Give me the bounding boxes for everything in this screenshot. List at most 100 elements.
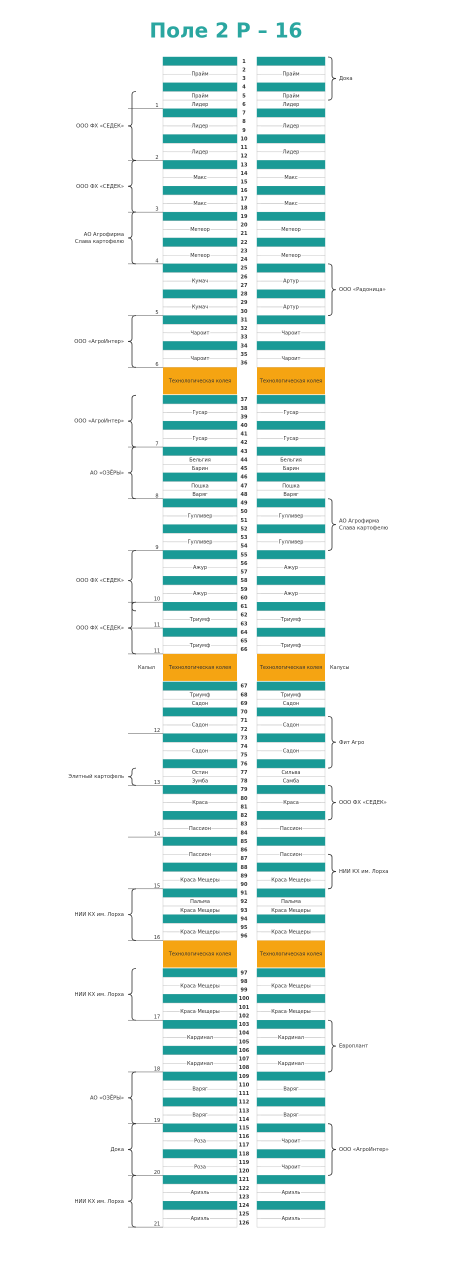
group-label: НИИ КХ им. Лорха xyxy=(75,912,124,918)
row-number: 49 xyxy=(241,501,248,507)
variety-label: Варяг xyxy=(192,1113,208,1119)
row-number: 11 xyxy=(241,145,248,151)
teal-row xyxy=(256,550,326,560)
track-label: Технологическая колея xyxy=(168,665,231,671)
variety-label: Кумач xyxy=(192,279,208,285)
row-number: 39 xyxy=(241,414,248,420)
variety-label: Варяг xyxy=(283,1113,299,1119)
row-number: 17 xyxy=(241,197,248,203)
variety-label: Триумф xyxy=(280,692,301,698)
teal-row xyxy=(162,811,238,821)
row-number: 90 xyxy=(241,882,248,888)
group-label: ООО ФХ «СЕДЕК» xyxy=(76,578,124,584)
variety-label: Метеор xyxy=(190,253,210,259)
bracket xyxy=(327,1123,337,1176)
bracket xyxy=(127,968,137,1021)
teal-row xyxy=(162,1071,238,1081)
teal-row xyxy=(162,733,238,743)
row-number: 83 xyxy=(241,822,248,828)
variety-label: Остин xyxy=(192,770,208,776)
teal-row xyxy=(256,56,326,66)
teal-row xyxy=(256,237,326,247)
variety-label: Артур xyxy=(283,304,299,310)
teal-row xyxy=(256,785,326,795)
variety-label: Метеор xyxy=(281,253,301,259)
variety-label: Пальма xyxy=(281,899,301,905)
variety-label: Лидер xyxy=(283,149,300,155)
teal-row xyxy=(256,341,326,351)
row-number: 123 xyxy=(239,1194,250,1200)
bracket xyxy=(127,160,137,213)
teal-row xyxy=(256,1045,326,1055)
group-label: Слава картофелю xyxy=(339,526,389,532)
teal-row xyxy=(256,1020,326,1030)
teal-row xyxy=(162,1201,238,1211)
variety-label: Пошка xyxy=(282,483,299,489)
group-label: ООО «АгроИнтер» xyxy=(74,339,124,345)
row-number: 28 xyxy=(241,292,248,298)
teal-row xyxy=(162,785,238,795)
variety-label: Гулливер xyxy=(279,514,304,520)
block-number: 19 xyxy=(154,1118,160,1124)
teal-row xyxy=(162,315,238,325)
row-number: 102 xyxy=(239,1013,250,1019)
teal-row xyxy=(162,1175,238,1185)
row-number: 45 xyxy=(241,466,248,472)
row-number: 34 xyxy=(241,343,248,349)
variety-label: Краса xyxy=(192,800,208,806)
variety-label: Самба xyxy=(283,779,299,785)
bracket xyxy=(127,91,137,161)
teal-row xyxy=(162,56,238,66)
variety-label: Садон xyxy=(283,748,299,754)
row-number: 73 xyxy=(241,735,248,741)
variety-label: Макс xyxy=(284,175,297,181)
teal-row xyxy=(162,82,238,92)
variety-label: Ажур xyxy=(193,565,207,571)
row-number: 55 xyxy=(241,552,248,558)
variety-label: Гулливер xyxy=(188,514,213,520)
row-number: 33 xyxy=(241,335,248,341)
row-number: 64 xyxy=(241,630,248,636)
bracket xyxy=(127,550,137,612)
variety-label: Краса Мещеры xyxy=(180,878,220,884)
variety-label: Гусар xyxy=(284,436,299,442)
teal-row xyxy=(256,1175,326,1185)
track xyxy=(163,653,237,681)
teal-row xyxy=(256,1097,326,1107)
row-number: 44 xyxy=(241,457,248,463)
teal-row xyxy=(162,627,238,637)
teal-row xyxy=(162,1149,238,1159)
row-number: 88 xyxy=(241,865,248,871)
group-label: ООО «АгроИнтер» xyxy=(74,419,124,425)
row-number: 110 xyxy=(239,1082,250,1088)
row-number: 16 xyxy=(241,188,248,194)
group-label: НИИ КХ им. Лорха xyxy=(75,992,124,998)
row-number: 53 xyxy=(241,535,248,541)
block-number: 14 xyxy=(154,832,160,838)
row-number: 13 xyxy=(241,162,248,168)
row-number: 30 xyxy=(241,309,248,315)
variety-label: Лидер xyxy=(283,123,300,129)
teal-row xyxy=(256,1071,326,1081)
variety-label: Кардинал xyxy=(278,1035,304,1041)
row-number: 91 xyxy=(241,891,248,897)
bracket xyxy=(127,1123,137,1176)
variety-label: Ариэль xyxy=(282,1190,301,1196)
variety-label: Прайм xyxy=(191,71,208,78)
teal-row xyxy=(256,627,326,637)
row-number: 31 xyxy=(241,317,248,323)
row-number: 62 xyxy=(241,613,248,619)
row-number: 43 xyxy=(241,449,248,455)
row-number: 8 xyxy=(242,119,246,125)
variety-label: Краса Мещеры xyxy=(271,1009,311,1015)
row-number: 70 xyxy=(241,710,248,716)
variety-label: Макс xyxy=(284,201,297,207)
row-number: 74 xyxy=(241,744,248,750)
teal-row xyxy=(162,836,238,846)
variety-label: Чароит xyxy=(191,356,210,362)
row-number: 36 xyxy=(241,361,248,367)
row-number: 114 xyxy=(239,1117,250,1123)
row-number: 111 xyxy=(239,1091,250,1097)
block-number: 1 xyxy=(155,103,158,109)
teal-row xyxy=(256,108,326,118)
